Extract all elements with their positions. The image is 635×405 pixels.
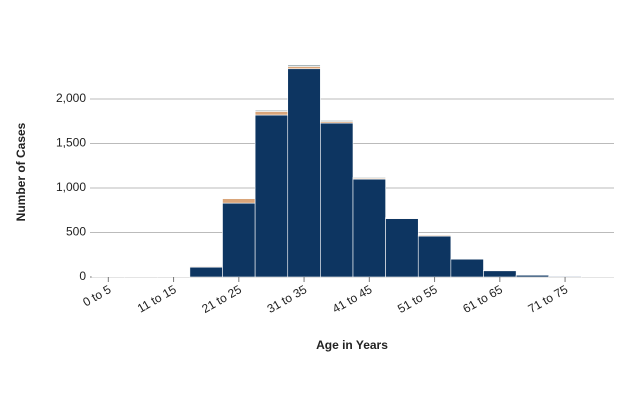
x-tick-label: 41 to 45 [330,282,375,316]
bar-segment [320,120,354,122]
bar-segment [222,198,256,204]
bar-segment [254,111,289,116]
x-tick-label: 51 to 55 [395,282,440,316]
y-tick-label: 0 [79,269,86,283]
bar-segment [254,109,289,112]
bar-segment [450,258,484,278]
x-axis-title: Age in Years [316,338,388,352]
bar-segment [352,178,386,278]
x-tick-label: 31 to 35 [265,282,310,316]
bar-segment [417,235,452,278]
y-tick-label: 1,000 [56,180,86,194]
y-axis-title: Number of Cases [14,122,28,221]
bar-segment [385,218,419,278]
bar-segment [222,202,256,278]
x-tick-label: 0 to 5 [80,282,113,309]
bar-segment [287,64,321,67]
bar-segment [189,266,223,268]
bar-segment [254,114,289,278]
bar-segment [320,122,354,278]
y-tick-label: 2,000 [56,91,86,105]
x-tick-label: 21 to 25 [199,282,244,316]
bar-segment [548,275,582,278]
y-tick-label: 500 [66,225,86,239]
bar-segment [515,274,550,278]
bar-segment [352,177,386,179]
bar-segment [483,270,517,278]
bar-segment [287,66,321,70]
y-tick-label: 1,500 [56,136,86,150]
x-tick-label: 11 to 15 [135,282,179,316]
x-tick-label: 61 to 65 [460,282,505,316]
x-tick-label: 71 to 75 [526,282,571,316]
bar-segment [287,68,321,278]
bar-segment [189,266,223,278]
